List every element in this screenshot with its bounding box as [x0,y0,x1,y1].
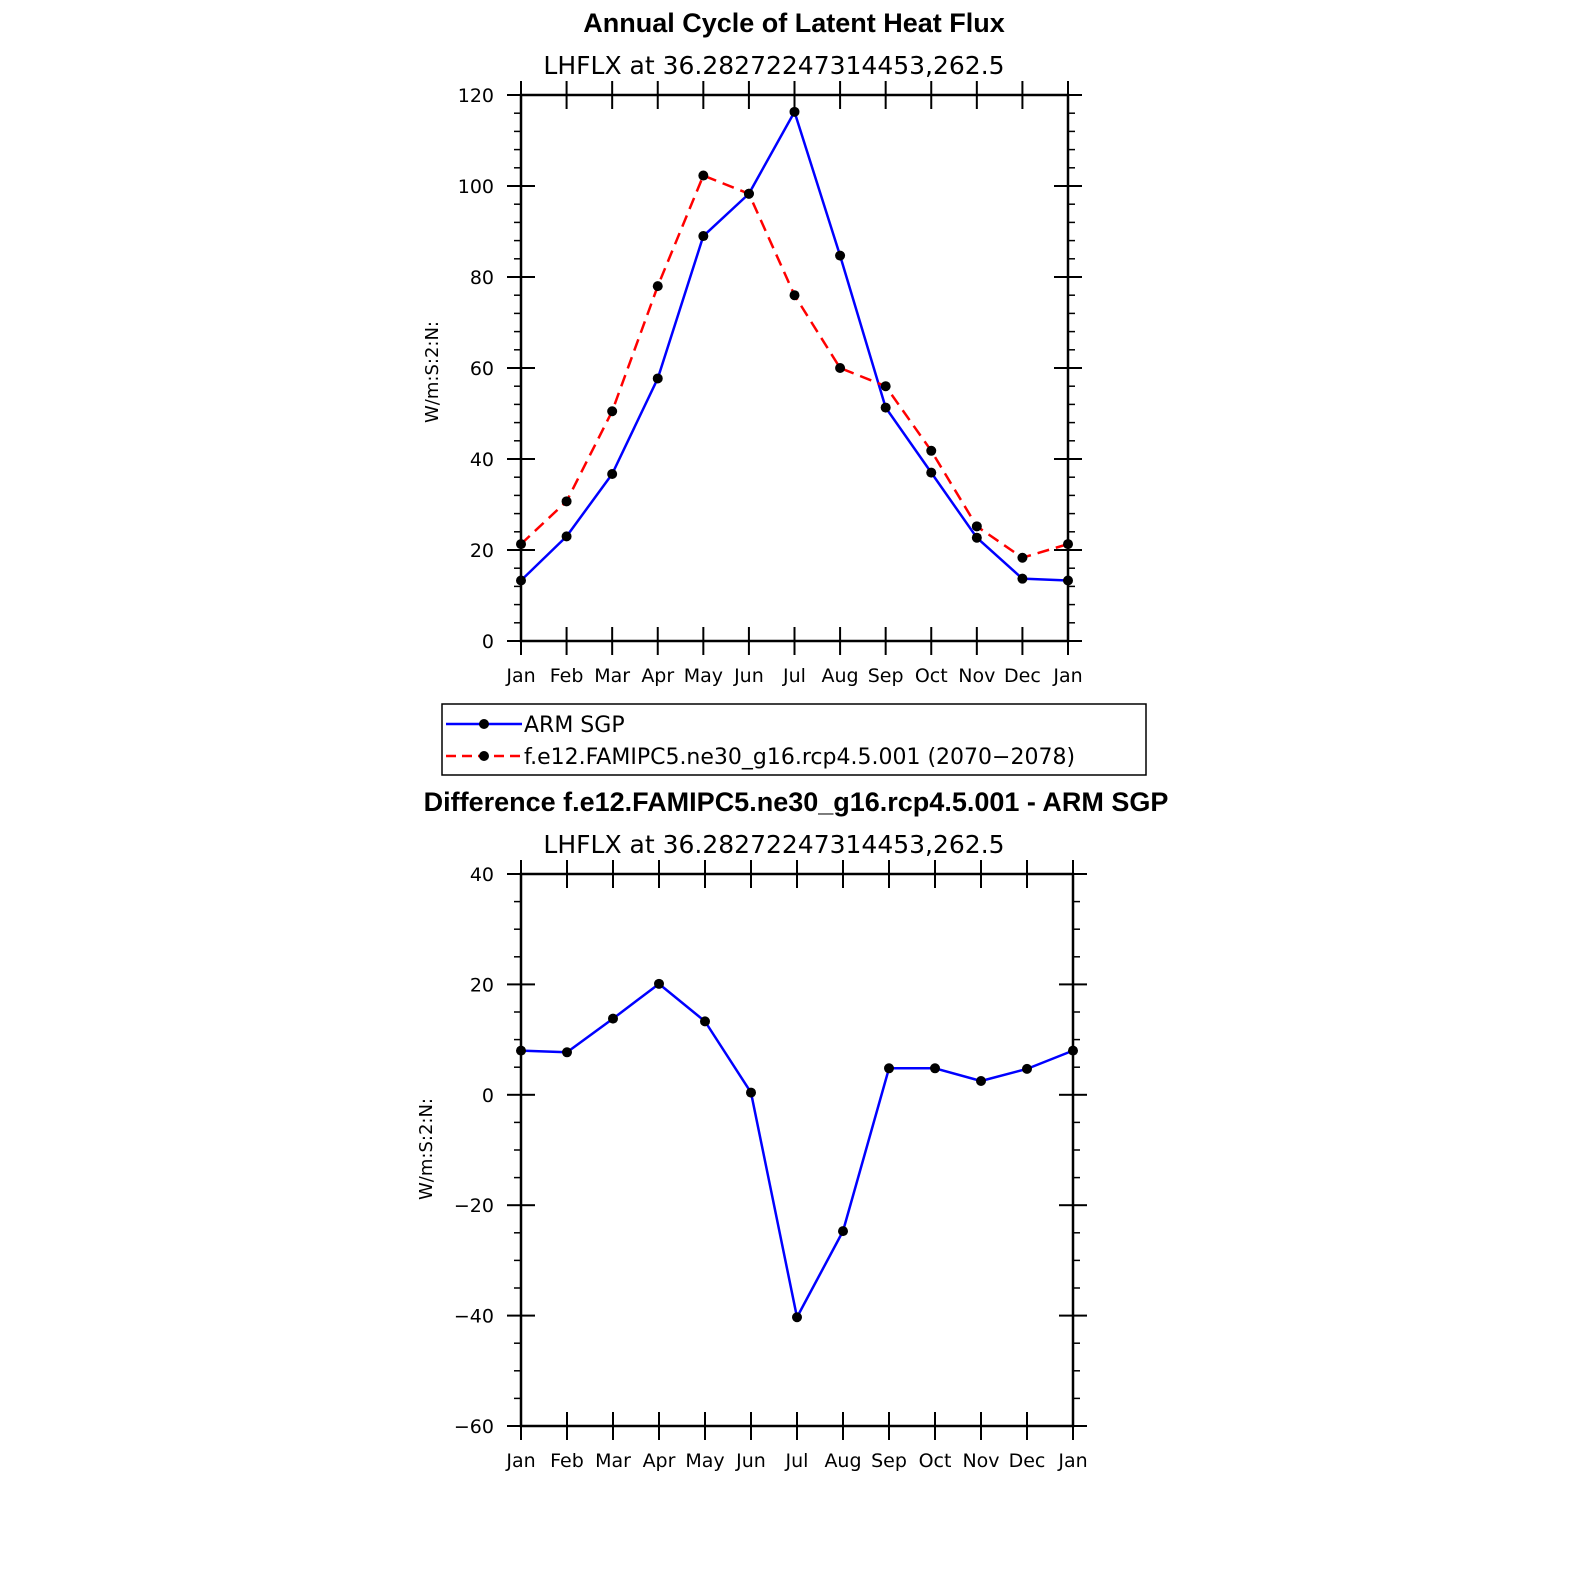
y-tick-label: −40 [454,1306,494,1328]
data-point [835,250,846,261]
x-tick-label: May [684,665,723,687]
data-point [607,469,618,480]
x-tick-label: Jul [782,665,806,687]
data-point [884,1063,894,1074]
data-point [608,1013,618,1024]
x-tick-label: Apr [643,1450,676,1472]
chart1-title: Annual Cycle of Latent Heat Flux [583,8,1005,38]
x-tick-label: Jun [735,1450,766,1472]
y-tick-label: 40 [470,449,494,471]
data-point [1017,552,1028,563]
x-tick-label: Aug [824,1450,861,1472]
x-tick-label: Apr [641,665,674,687]
chart1-ticks: Jan Feb Mar Apr May Jun Jul Aug Sep Oct Nov Dec Jan 0… [458,81,1083,687]
y-tick-label: 80 [470,267,494,289]
y-tick-label: −20 [454,1195,494,1217]
data-point [880,381,891,392]
x-tick-label: Sep [868,665,904,687]
x-tick-label: Oct [915,665,948,687]
x-tick-label: Dec [1004,665,1041,687]
x-tick-label: Sep [871,1450,907,1472]
data-point [976,1076,986,1086]
data-point [926,445,937,456]
chart2-subtitle: LHFLX at 36.28272247314453,262.5 [543,830,1004,859]
x-tick-label: Nov [958,665,995,687]
y-tick-label: 0 [482,631,494,653]
data-point [1017,573,1028,584]
data-point [746,1087,756,1098]
x-tick-label: Jan [505,1450,535,1472]
legend-box [441,703,1147,776]
y-tick-label: −60 [454,1416,494,1438]
data-point [743,188,754,199]
difference-chart: Difference f.e12.FAMIPC5.ne30_g16.rcp4.5… [416,787,1168,1472]
chart1-ylabel: W/m:S:2:N: [422,321,443,423]
data-point [652,373,663,384]
chart2-ticks: Jan Feb Mar Apr May Jun Jul Aug Sep Oct Nov Dec Jan−… [454,860,1088,1472]
x-tick-label: Jan [1057,1450,1087,1472]
annual-cycle-chart: Annual Cycle of Latent Heat Flux LHFLX a… [422,8,1147,776]
x-tick-label: Jul [785,1450,809,1472]
y-tick-label: 20 [470,974,494,996]
data-point [789,290,800,301]
data-point [654,978,664,989]
y-tick-label: 120 [458,85,494,107]
x-tick-label: Dec [1009,1450,1046,1472]
x-tick-label: Feb [550,1450,584,1472]
legend-marker-model [479,751,489,761]
data-point [926,467,937,478]
data-point [561,531,572,542]
data-point [607,406,618,417]
data-point [698,170,709,181]
data-point [880,402,891,413]
data-point [971,521,982,532]
y-tick-label: 40 [470,864,494,886]
chart2-ylabel: W/m:S:2:N: [416,1098,437,1200]
data-point [930,1063,940,1074]
chart1-series [516,106,1073,586]
legend-label-model: f.e12.FAMIPC5.ne30_g16.rcp4.5.001 (2070−… [524,745,1075,770]
series-line-1 [520,174,1069,559]
y-tick-label: 60 [470,358,494,380]
data-point [698,231,709,242]
series-line-0 [520,982,1074,1319]
y-tick-label: 0 [482,1085,494,1107]
data-point [700,1016,710,1027]
data-point [1022,1063,1032,1074]
data-point [789,106,800,117]
chart1-subtitle: LHFLX at 36.28272247314453,262.5 [543,51,1004,80]
x-tick-label: May [685,1450,724,1472]
legend-label-arm: ARM SGP [524,713,625,738]
x-tick-label: Jun [733,665,764,687]
chart2-plot-frame [519,872,1075,1428]
data-point [835,363,846,373]
x-tick-label: Oct [919,1450,952,1472]
chart2-title: Difference f.e12.FAMIPC5.ne30_g16.rcp4.5… [424,787,1169,817]
data-point [971,532,982,543]
x-tick-label: Aug [822,665,859,687]
chart1-plot-frame [519,93,1070,643]
x-tick-label: Mar [594,665,630,687]
x-tick-label: Jan [505,665,535,687]
chart2-series [516,978,1078,1323]
data-point [562,1047,572,1058]
x-tick-label: Feb [550,665,584,687]
data-point [652,281,663,292]
data-point [838,1226,848,1237]
x-tick-label: Nov [962,1450,999,1472]
chart1-legend: ARM SGP f.e12.FAMIPC5.ne30_g16.rcp4.5.00… [441,703,1147,776]
x-tick-label: Mar [595,1450,631,1472]
x-tick-label: Jan [1052,665,1082,687]
data-point [561,496,572,507]
series-line-0 [520,110,1069,582]
legend-marker-arm [479,719,489,729]
y-tick-label: 100 [458,176,494,198]
data-point [792,1312,802,1323]
y-tick-label: 20 [470,540,494,562]
